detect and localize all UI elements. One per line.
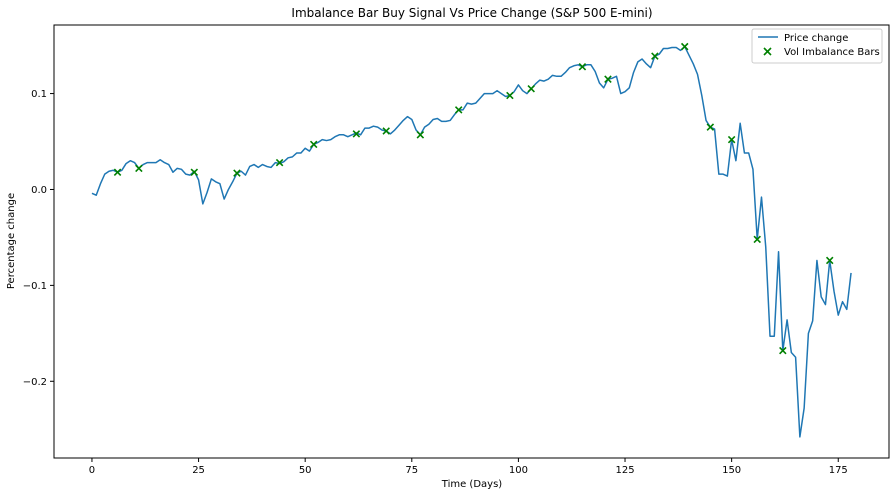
legend-label-price-change: Price change: [784, 33, 848, 44]
data-point-vol-imbalance: [825, 256, 834, 265]
y-tick-label: 0.0: [31, 185, 47, 196]
data-point-vol-imbalance: [233, 169, 241, 177]
data-point-vol-imbalance: [135, 164, 143, 173]
legend-label-vol-imbalance-bars: Vol Imbalance Bars: [784, 47, 880, 58]
x-tick-label: 50: [299, 465, 312, 476]
data-point-vol-imbalance: [604, 75, 612, 83]
data-point-vol-imbalance: [527, 85, 535, 93]
x-tick-label: 125: [615, 465, 634, 476]
y-tick-label: −0.2: [23, 377, 47, 388]
y-axis: −0.2 −0.1 0.0 0.1: [23, 89, 54, 388]
x-tick-label: 0: [89, 465, 95, 476]
data-point-vol-imbalance: [706, 123, 715, 131]
chart-title: Imbalance Bar Buy Signal Vs Price Change…: [291, 6, 652, 20]
data-point-vol-imbalance: [680, 42, 689, 51]
x-tick-label: 175: [829, 465, 848, 476]
legend-box: [751, 28, 883, 64]
data-point-vol-imbalance: [753, 235, 761, 244]
data-point-vol-imbalance: [309, 140, 318, 149]
x-tick-label: 75: [405, 465, 418, 476]
legend: Price change Vol Imbalance Bars: [751, 28, 883, 64]
data-point-vol-imbalance: [779, 346, 787, 355]
x-tick-label: 150: [722, 465, 741, 476]
data-layer: [91, 42, 852, 438]
data-point-vol-imbalance: [275, 158, 284, 167]
data-point-vol-imbalance: [416, 131, 425, 139]
data-point-vol-imbalance: [727, 135, 736, 144]
x-axis-label: Time (Days): [441, 479, 503, 490]
x-tick-label: 100: [509, 465, 528, 476]
data-point-vol-imbalance: [506, 91, 514, 100]
data-point-vol-imbalance: [113, 168, 122, 176]
axes-background: [54, 25, 889, 458]
data-point-vol-imbalance: [454, 106, 463, 114]
x-tick-label: 25: [192, 465, 205, 476]
y-axis-label: Percentage change: [6, 193, 17, 289]
plot-area: 0 25 50 75 100 125 150 175 −0.2 −0.1 0.0 0.1: [23, 24, 890, 476]
legend-marker-swatch: [763, 47, 772, 56]
data-point-vol-imbalance: [578, 62, 587, 71]
series-line-price-change: [91, 45, 852, 438]
y-tick-label: −0.1: [23, 281, 47, 292]
x-axis: 0 25 50 75 100 125 150 175: [89, 458, 848, 476]
data-point-vol-imbalance: [382, 127, 390, 135]
data-point-vol-imbalance: [651, 52, 659, 60]
axes-frame: [53, 24, 890, 459]
data-point-vol-imbalance: [190, 168, 199, 176]
data-point-vol-imbalance: [352, 130, 361, 138]
y-tick-label: 0.1: [31, 89, 47, 100]
